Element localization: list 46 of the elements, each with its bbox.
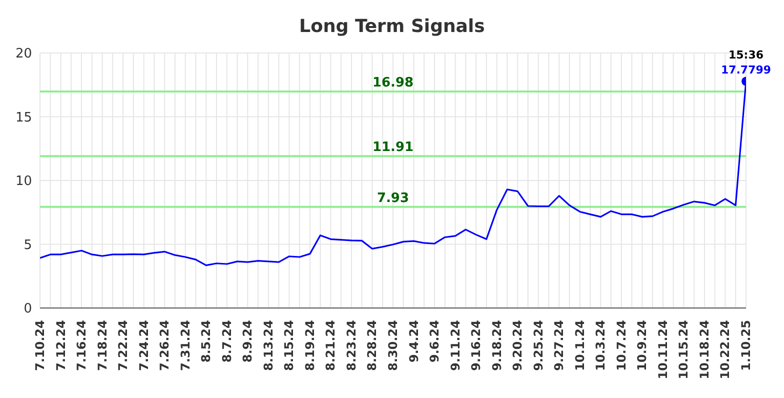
x-tick-label: 7.18.24: [95, 320, 110, 371]
x-tick-label: 8.19.24: [302, 320, 317, 371]
annotation: 17.7799: [720, 63, 772, 76]
x-tick-label: 10.1.24: [572, 320, 587, 371]
y-tick-label: 15: [15, 110, 32, 126]
x-tick-label: 10.11.24: [656, 320, 670, 380]
x-tick-label: 10.22.24: [718, 320, 732, 380]
x-tick-label: 9.4.24: [406, 320, 421, 363]
y-tick-label: 0: [24, 302, 32, 317]
ref-line-label: 11.91: [372, 140, 414, 156]
ref-line-label: 7.93: [376, 190, 410, 206]
x-tick-label: 7.16.24: [74, 320, 89, 371]
x-tick-label: 8.5.24: [199, 320, 214, 363]
x-tick-label: 7.12.24: [54, 320, 68, 371]
x-tick-label: 9.27.24: [552, 320, 566, 371]
x-tick-label: 8.7.24: [220, 320, 234, 363]
x-tick-label: 7.26.24: [158, 320, 172, 371]
x-tick-label: 9.6.24: [428, 320, 442, 363]
x-tick-label: 8.13.24: [261, 320, 276, 371]
x-tick-label: 8.21.24: [324, 320, 338, 371]
x-tick-label: 10.9.24: [635, 320, 650, 371]
x-tick-label: 9.20.24: [510, 320, 525, 371]
x-tick-label: 8.30.24: [386, 320, 400, 371]
y-tick-label: 10: [15, 174, 32, 190]
annotation: 15:36: [728, 48, 764, 62]
x-tick-label: 9.11.24: [448, 320, 462, 371]
x-tick-label: 8.15.24: [282, 320, 296, 371]
x-tick-label: 8.28.24: [365, 320, 380, 371]
x-tick-label: 10.3.24: [594, 320, 608, 371]
y-tick-label: 5: [24, 238, 32, 253]
x-tick-label: 8.23.24: [344, 320, 358, 371]
x-tick-label: 10.18.24: [697, 320, 712, 380]
chart-title: Long Term Signals: [298, 15, 486, 39]
x-tick-label: 10.15.24: [676, 320, 691, 380]
x-tick-label: 8.9.24: [240, 320, 255, 363]
x-tick-label: 7.10.24: [33, 320, 47, 371]
x-tick-label: 9.25.24: [531, 320, 546, 371]
x-tick-label: 9.16.24: [469, 320, 484, 371]
x-tick-label: 1.10.25: [739, 320, 753, 371]
x-tick-label: 10.7.24: [614, 320, 628, 371]
ref-line-label: 16.98: [372, 76, 414, 91]
y-tick-label: 20: [15, 46, 32, 62]
x-tick-label: 9.18.24: [490, 320, 504, 371]
x-tick-label: 7.31.24: [178, 320, 192, 371]
x-tick-label: 7.24.24: [136, 320, 151, 371]
x-tick-label: 7.22.24: [116, 320, 130, 371]
